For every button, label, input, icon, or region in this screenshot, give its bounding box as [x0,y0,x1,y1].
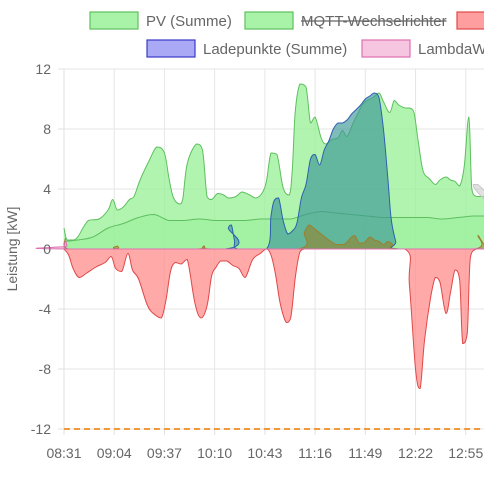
x-tick-label: 12:55 [448,445,483,461]
series-areas [35,83,484,431]
legend-swatch[interactable] [244,11,294,30]
legend-label[interactable]: Ladepunkte (Summe) [203,41,347,58]
x-tick-label: 09:04 [97,445,132,461]
y-tick-label: -4 [39,301,52,317]
x-tick-label: 11:49 [348,445,382,461]
x-tick-label: 11:16 [298,445,332,461]
y-tick-label: -12 [31,421,51,437]
x-tick-label: 10:10 [197,445,232,461]
legend-swatch[interactable] [146,39,196,58]
x-tick-label: 08:31 [46,445,81,461]
legend-swatch[interactable] [456,11,484,30]
x-tick-label: 10:43 [247,445,282,461]
y-tick-label: 4 [43,181,51,197]
legend: PV (Summe) MQTT-WechselrichterLadepunkte … [89,11,484,58]
x-tick-label: 12:22 [398,445,433,461]
series-area-series-2 [64,249,484,389]
y-tick-label: 8 [43,121,51,137]
series-area-netz [63,225,484,249]
y-tick-label: -8 [39,361,52,377]
y-tick-label: 12 [35,61,51,77]
series-line-lambdaw [35,239,484,250]
series-area-ladepunkte-summe [64,93,484,249]
y-tick-label: 0 [43,241,51,257]
legend-swatch[interactable] [89,11,139,30]
x-axis-ticks: 08:31 09:04 09:37 10:10 10:43 11:16 11:49 12:22… [46,445,483,461]
series-line-pv-summe [63,83,484,241]
legend-swatch[interactable] [361,39,411,58]
y-axis-ticks: -12 -8 -4 0 4 8 12 [31,61,51,437]
x-tick-label: 09:37 [147,445,182,461]
series-line-series-2 [63,248,484,390]
legend-label[interactable]: PV (Summe) [146,13,232,30]
y-axis-title: Leistung [kW] [4,207,20,292]
legend-label[interactable]: LambdaW [418,41,484,58]
